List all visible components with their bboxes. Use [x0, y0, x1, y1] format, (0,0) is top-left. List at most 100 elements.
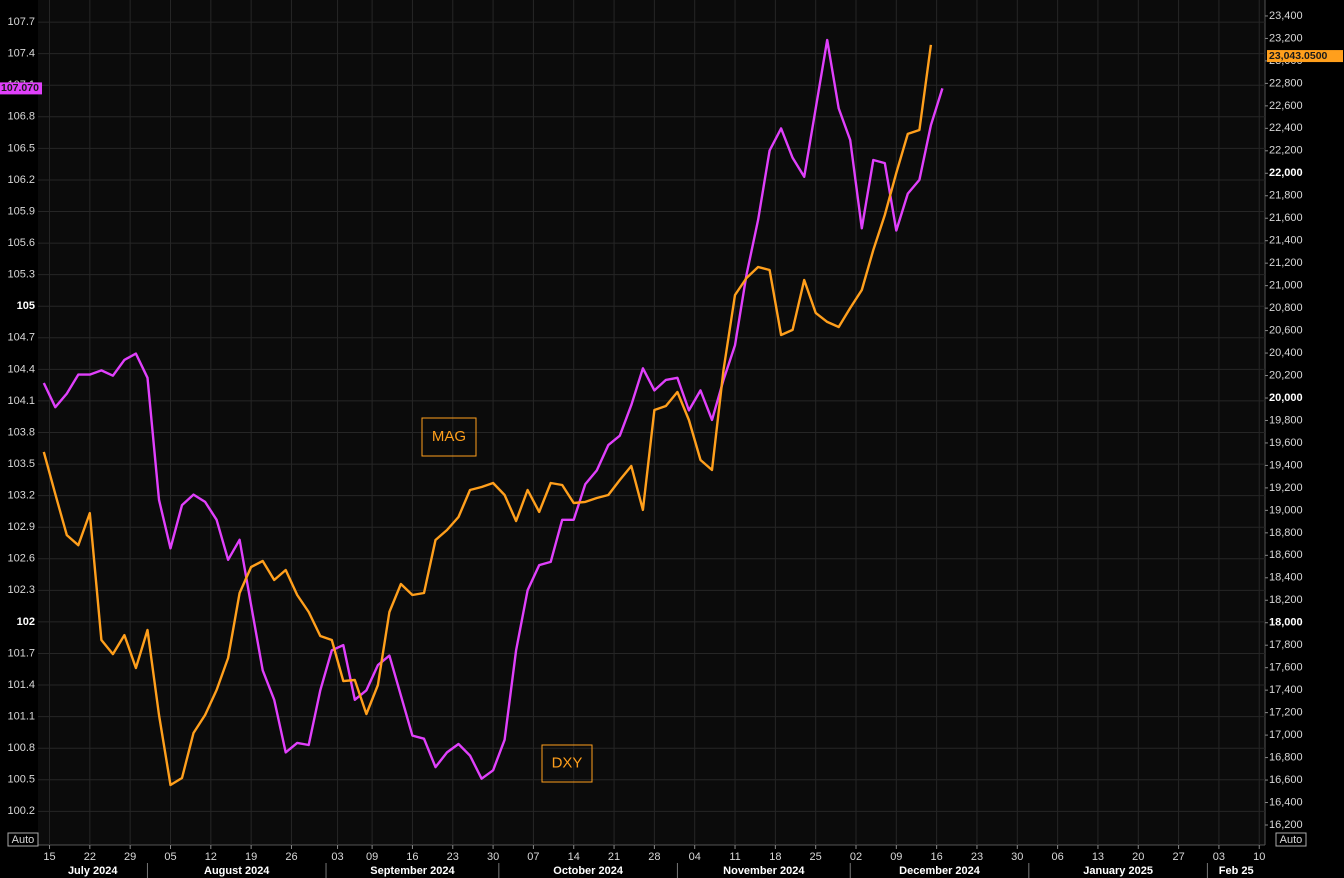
x-tick-label: 28: [648, 851, 660, 863]
x-tick-label: 12: [205, 851, 217, 863]
y-tick-label: 100.2: [7, 805, 35, 817]
y2-tick-label: 18,800: [1269, 527, 1303, 539]
y-tick-label: 103.8: [7, 426, 35, 438]
x-tick-label: 30: [1011, 851, 1023, 863]
x-tick-label: 23: [971, 851, 983, 863]
y2-tick-label: 18,400: [1269, 572, 1303, 584]
month-label: January 2025: [1083, 865, 1153, 877]
month-label: August 2024: [204, 865, 270, 877]
x-tick-label: 02: [850, 851, 862, 863]
x-tick-label: 29: [124, 851, 136, 863]
month-label: November 2024: [723, 865, 805, 877]
auto-label[interactable]: Auto: [1280, 834, 1303, 846]
y-tick-label: 101.4: [7, 679, 35, 691]
y2-tick-label: 21,200: [1269, 257, 1303, 269]
y-tick-label: 102.9: [7, 521, 35, 533]
y2-tick-label: 23,400: [1269, 10, 1303, 22]
auto-right[interactable]: Auto: [1275, 832, 1307, 847]
y2-tick-label: 18,600: [1269, 549, 1303, 561]
x-tick-label: 16: [931, 851, 943, 863]
y2-tick-label: 20,400: [1269, 347, 1303, 359]
month-label: September 2024: [370, 865, 455, 877]
y2-tick-label: 21,800: [1269, 190, 1303, 202]
x-tick-label: 13: [1092, 851, 1104, 863]
y-tick-label: 101.1: [7, 711, 35, 723]
annotation-box: [421, 417, 477, 457]
y2-tick-label: 18,200: [1269, 594, 1303, 606]
y-tick-label: 102: [17, 616, 35, 628]
auto-label[interactable]: Auto: [12, 834, 35, 846]
y2-tick-label: 17,400: [1269, 684, 1303, 696]
month-label: July 2024: [68, 865, 118, 877]
auto-button[interactable]: [1275, 832, 1307, 847]
x-tick-label: 21: [608, 851, 620, 863]
y2-tick-label: 17,000: [1269, 729, 1303, 741]
annotation-box: [541, 744, 593, 783]
y2-tick-label: 22,800: [1269, 77, 1303, 89]
y-tick-label: 105.3: [7, 269, 35, 281]
y-tick-label: 107.7: [7, 16, 35, 28]
annotation: DXY: [552, 754, 583, 771]
y-tick-label: 102.6: [7, 553, 35, 565]
x-tick-label: 27: [1172, 851, 1184, 863]
y-tick-label: 106.5: [7, 142, 35, 154]
y2-tick-label: 21,000: [1269, 280, 1303, 292]
y-tick-label: 103.2: [7, 490, 35, 502]
y2-tick-label: 16,200: [1269, 819, 1303, 831]
x-tick-label: 03: [1213, 851, 1225, 863]
y-tick-label: 102.3: [7, 584, 35, 596]
y2-tick-label: 22,400: [1269, 122, 1303, 134]
y2-tick-label: 23,200: [1269, 32, 1303, 44]
x-tick-label: 30: [487, 851, 499, 863]
x-tick-label: 14: [568, 851, 580, 863]
series-line: [42, 44, 933, 787]
y2-tick-label: 22,000: [1269, 167, 1303, 179]
x-tick-label: 15: [43, 851, 55, 863]
x-tick-label: 23: [447, 851, 459, 863]
y2-tick-label: 19,800: [1269, 414, 1303, 426]
x-tick-label: 09: [890, 851, 902, 863]
month-label: October 2024: [553, 865, 624, 877]
x-tick-label: 25: [810, 851, 822, 863]
y2-tick-label: 21,600: [1269, 212, 1303, 224]
y-tick-label: 100.8: [7, 742, 35, 754]
y-tick-label: 104.1: [7, 395, 35, 407]
y-tick-label: 105.6: [7, 237, 35, 249]
month-label: December 2024: [899, 865, 981, 877]
x-tick-label: 22: [84, 851, 96, 863]
y2-tick-label: 17,200: [1269, 707, 1303, 719]
x-tick-label: 26: [285, 851, 297, 863]
last-value-label: 107.070: [1, 82, 39, 94]
y-tick-label: 101.7: [7, 647, 35, 659]
auto-button[interactable]: [7, 832, 39, 847]
x-tick-label: 11: [729, 851, 740, 863]
annotation: MAG: [432, 428, 466, 445]
y2-tick-label: 17,800: [1269, 639, 1303, 651]
last-value-box: [1267, 50, 1343, 63]
x-tick-label: 18: [769, 851, 781, 863]
x-tick-label: 19: [245, 851, 257, 863]
y2-tick-label: 19,000: [1269, 504, 1303, 516]
y-tick-label: 104.7: [7, 332, 35, 344]
auto-left[interactable]: Auto: [7, 832, 39, 847]
y2-tick-label: 19,200: [1269, 482, 1303, 494]
y2-tick-label: 16,400: [1269, 796, 1303, 808]
y2-tick-label: 19,400: [1269, 459, 1303, 471]
month-label: Feb 25: [1219, 865, 1254, 877]
y-tick-label: 106.2: [7, 174, 35, 186]
y2-tick-label: 20,200: [1269, 369, 1303, 381]
y2-tick-label: 17,600: [1269, 662, 1303, 674]
y-tick-label: 105: [17, 300, 35, 312]
y2-tick-label: 22,200: [1269, 145, 1303, 157]
series-line: [42, 38, 944, 780]
y2-tick-label: 21,400: [1269, 235, 1303, 247]
y-tick-label: 105.9: [7, 205, 35, 217]
last-value-box: [0, 82, 42, 95]
y2-tick-label: 20,000: [1269, 392, 1303, 404]
y-tick-label: 104.4: [7, 363, 35, 375]
y2-tick-label: 20,600: [1269, 324, 1303, 336]
y2-tick-label: 22,600: [1269, 100, 1303, 112]
y-tick-label: 106.8: [7, 111, 35, 123]
y2-tick-label: 18,000: [1269, 617, 1303, 629]
